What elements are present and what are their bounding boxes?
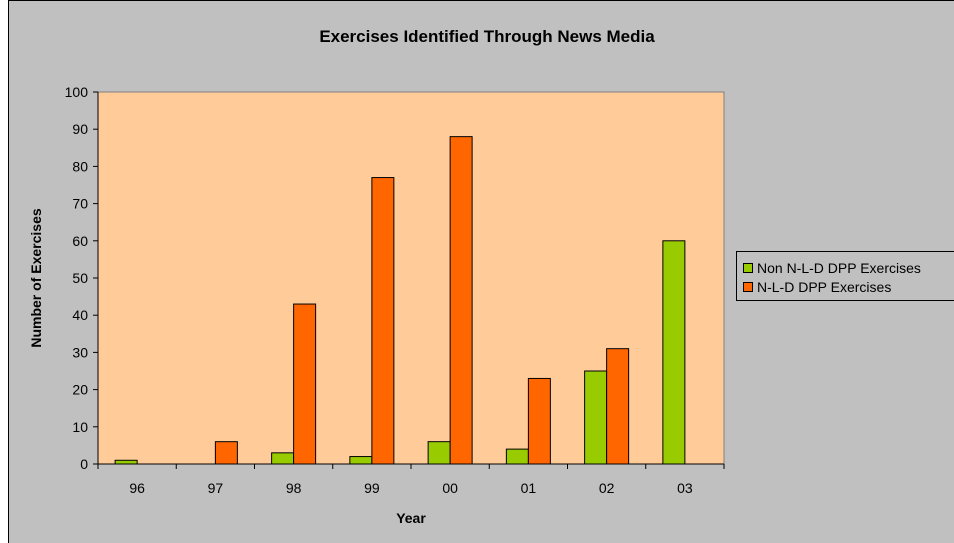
y-tick-label: 10: [72, 419, 88, 435]
x-tick-label: 97: [208, 480, 224, 496]
x-tick-label: 98: [286, 480, 302, 496]
legend-item-non-nld: Non N-L-D DPP Exercises: [743, 259, 921, 277]
bar-non-nld-96: [114, 459, 138, 465]
y-tick-label: 30: [72, 344, 88, 360]
bar-non-nld-98: [271, 452, 295, 465]
x-axis-ticks: 96 97 98 99 00 01 02 03: [97, 464, 725, 496]
legend-swatch-non-nld: [743, 263, 753, 273]
y-tick-label: 80: [72, 158, 88, 174]
y-axis-ticks: 0 10 20 30 40 50 60 70 80 90 100: [65, 84, 98, 472]
bar-non-nld-03: [662, 240, 686, 465]
plot-area: [97, 91, 725, 465]
bar-non-nld-00: [427, 441, 451, 465]
legend-item-nld: N-L-D DPP Exercises: [743, 278, 891, 296]
bars: [114, 136, 686, 465]
x-tick-label: 01: [521, 480, 537, 496]
bar-nld-98: [293, 303, 317, 465]
x-tick-label: 96: [129, 480, 145, 496]
bar-nld-02: [606, 348, 630, 465]
legend: Non N-L-D DPP Exercises N-L-D DPP Exerci…: [736, 251, 954, 301]
bar-non-nld-99: [349, 456, 373, 465]
y-tick-label: 90: [72, 121, 88, 137]
x-axis-label: Year: [396, 510, 426, 526]
bar-non-nld-01: [505, 448, 529, 465]
legend-label-nld: N-L-D DPP Exercises: [757, 279, 892, 295]
y-tick-label: 60: [72, 233, 88, 249]
y-tick-label: 70: [72, 196, 88, 212]
bar-nld-01: [527, 377, 551, 465]
x-tick-label: 02: [599, 480, 615, 496]
x-tick-label: 99: [364, 480, 380, 496]
y-tick-label: 50: [72, 270, 88, 286]
bar-nld-00: [449, 136, 473, 465]
y-tick-label: 100: [65, 84, 89, 100]
x-tick-label: 00: [442, 480, 458, 496]
bar-nld-97: [214, 441, 238, 465]
y-tick-label: 20: [72, 382, 88, 398]
legend-swatch-nld: [743, 282, 753, 292]
bar-nld-99: [371, 177, 395, 465]
y-tick-label: 0: [80, 456, 88, 472]
y-axis-label: Number of Exercises: [28, 208, 44, 347]
y-tick-label: 40: [72, 307, 88, 323]
legend-label-non-nld: Non N-L-D DPP Exercises: [757, 260, 921, 276]
x-tick-label: 03: [677, 480, 693, 496]
chart-title: Exercises Identified Through News Media: [319, 27, 655, 46]
bar-non-nld-02: [584, 370, 608, 465]
